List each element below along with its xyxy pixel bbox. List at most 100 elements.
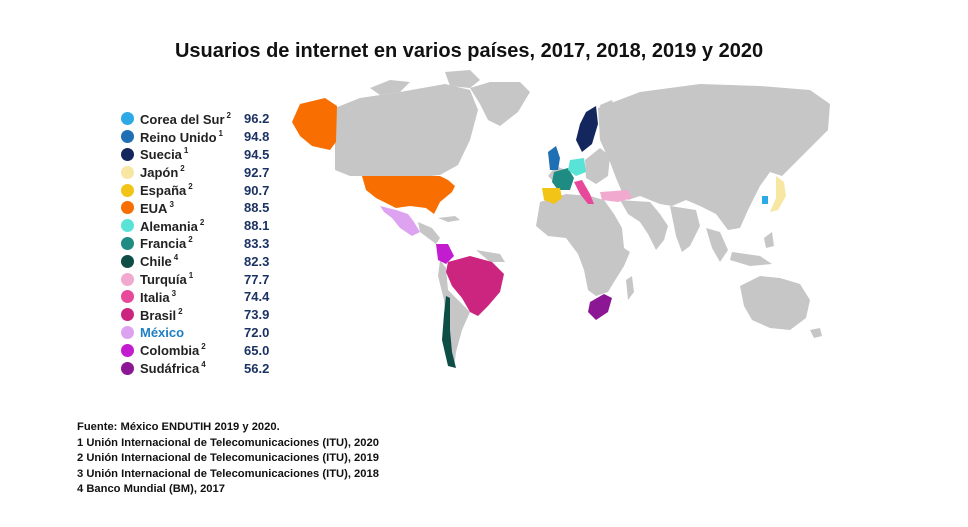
map-south-korea <box>762 196 768 204</box>
legend-swatch <box>121 219 134 233</box>
map-mexico <box>380 206 420 236</box>
legend-country: Italia 3 <box>140 288 177 305</box>
legend-footnote-ref: 2 <box>180 164 185 174</box>
map-turkey <box>600 190 632 202</box>
legend-item: Japón 2 92.7 <box>121 163 269 181</box>
legend-country: Chile 4 <box>140 253 179 270</box>
legend-value: 83.3 <box>244 235 270 251</box>
legend-country: Alemania 2 <box>140 217 205 234</box>
legend-country: Corea del Sur 2 <box>140 110 231 127</box>
legend-swatch <box>121 201 134 215</box>
legend-footnote-ref: 3 <box>169 199 174 209</box>
legend-country: Francia 2 <box>140 235 193 252</box>
legend-swatch <box>121 290 134 304</box>
legend-country: Sudáfrica 4 <box>140 360 206 377</box>
legend-footnote-ref: 2 <box>201 342 206 352</box>
footnote-line: 3 Unión Internacional de Telecomunicacio… <box>77 467 379 480</box>
legend-item: Alemania 2 88.1 <box>121 217 269 235</box>
legend-footnote-ref: 1 <box>188 271 194 281</box>
legend-value: 65.0 <box>244 342 270 358</box>
legend-country: España 2 <box>140 182 193 199</box>
highlighted-countries <box>292 98 786 368</box>
legend-item: Chile 4 82.3 <box>121 252 269 270</box>
legend-footnote-ref: 4 <box>173 253 179 263</box>
map-japan <box>770 176 786 212</box>
legend-swatch <box>121 343 134 357</box>
map-colombia <box>436 244 454 264</box>
legend-swatch <box>121 361 134 375</box>
legend-value: 72.0 <box>244 324 270 340</box>
legend-item: EUA 3 88.5 <box>121 199 269 217</box>
legend-footnote-ref: 1 <box>218 128 223 138</box>
legend-item: Suecia 1 94.5 <box>121 146 269 164</box>
legend-swatch <box>121 325 134 339</box>
legend-item: Italia 3 74.4 <box>121 288 269 306</box>
legend-item: Francia 2 83.3 <box>121 235 269 253</box>
map-uk <box>548 146 560 170</box>
legend-footnote-ref: 4 <box>201 360 206 370</box>
legend-footnote-ref: 1 <box>183 146 189 156</box>
legend-footnote-ref: 2 <box>199 217 205 227</box>
legend-swatch <box>121 112 134 126</box>
legend-country: Brasil 2 <box>140 306 183 323</box>
legend-footnote-ref: 3 <box>171 288 177 298</box>
map-spain <box>542 188 562 204</box>
legend-value: 88.5 <box>244 200 270 216</box>
legend-value: 90.7 <box>244 182 270 198</box>
legend-swatch <box>121 183 134 197</box>
map-usa <box>362 176 455 214</box>
footnote-line: 2 Unión Internacional de Telecomunicacio… <box>77 452 379 464</box>
legend-swatch <box>121 308 134 322</box>
legend-item: España 2 90.7 <box>121 181 269 199</box>
map-chile <box>442 296 456 368</box>
legend-country: Turquía 1 <box>140 271 194 288</box>
map-germany <box>568 158 586 176</box>
legend-value: 73.9 <box>244 307 270 323</box>
legend: Corea del Sur 2 96.2 Reino Unido 1 94.8 Suecia… <box>121 110 269 377</box>
legend-item: Turquía 1 77.7 <box>121 270 269 288</box>
legend-item: Colombia 2 65.0 <box>121 341 269 359</box>
map-alaska <box>292 98 337 150</box>
legend-value: 92.7 <box>244 164 270 180</box>
legend-swatch <box>121 272 134 286</box>
legend-footnote-ref: 2 <box>188 235 193 245</box>
legend-swatch <box>121 130 134 144</box>
legend-item: México 72.0 <box>121 324 269 342</box>
legend-value: 94.5 <box>244 146 270 162</box>
legend-swatch <box>121 236 134 250</box>
legend-country: México <box>140 324 185 340</box>
legend-footnote-ref: 2 <box>226 110 231 120</box>
legend-value: 88.1 <box>244 218 270 234</box>
legend-swatch <box>121 165 134 179</box>
legend-country: Reino Unido 1 <box>140 128 223 145</box>
source-line: Fuente: México ENDUTIH 2019 y 2020. <box>77 421 280 433</box>
footnote-line: 1 Unión Internacional de Telecomunicacio… <box>77 436 379 449</box>
legend-swatch <box>121 254 134 268</box>
legend-value: 96.2 <box>244 111 270 127</box>
legend-item: Sudáfrica 4 56.2 <box>121 359 269 377</box>
legend-footnote-ref: 2 <box>178 306 183 316</box>
source-notes: Fuente: México ENDUTIH 2019 y 2020. 1 Uni… <box>77 420 379 498</box>
legend-item: Corea del Sur 2 96.2 <box>121 110 269 128</box>
map-south-africa <box>588 294 612 320</box>
legend-country: EUA 3 <box>140 199 174 216</box>
legend-item: Brasil 2 73.9 <box>121 306 269 324</box>
map-sweden <box>576 106 598 152</box>
legend-value: 74.4 <box>244 289 270 305</box>
map-brazil <box>446 256 504 316</box>
legend-country: Japón 2 <box>140 164 185 181</box>
map-france <box>552 168 574 190</box>
legend-value: 82.3 <box>244 253 270 269</box>
legend-item: Reino Unido 1 94.8 <box>121 128 269 146</box>
map-italy <box>574 180 594 204</box>
legend-swatch <box>121 147 134 161</box>
page-title: Usuarios de internet en varios países, 2… <box>174 40 764 62</box>
legend-value: 56.2 <box>244 360 270 376</box>
legend-value: 94.8 <box>244 129 270 145</box>
legend-footnote-ref: 2 <box>188 182 193 192</box>
legend-country: Colombia 2 <box>140 342 206 359</box>
footnote-line: 4 Banco Mundial (BM), 2017 <box>77 483 225 495</box>
legend-country: Suecia 1 <box>140 146 189 163</box>
legend-value: 77.7 <box>244 271 270 287</box>
